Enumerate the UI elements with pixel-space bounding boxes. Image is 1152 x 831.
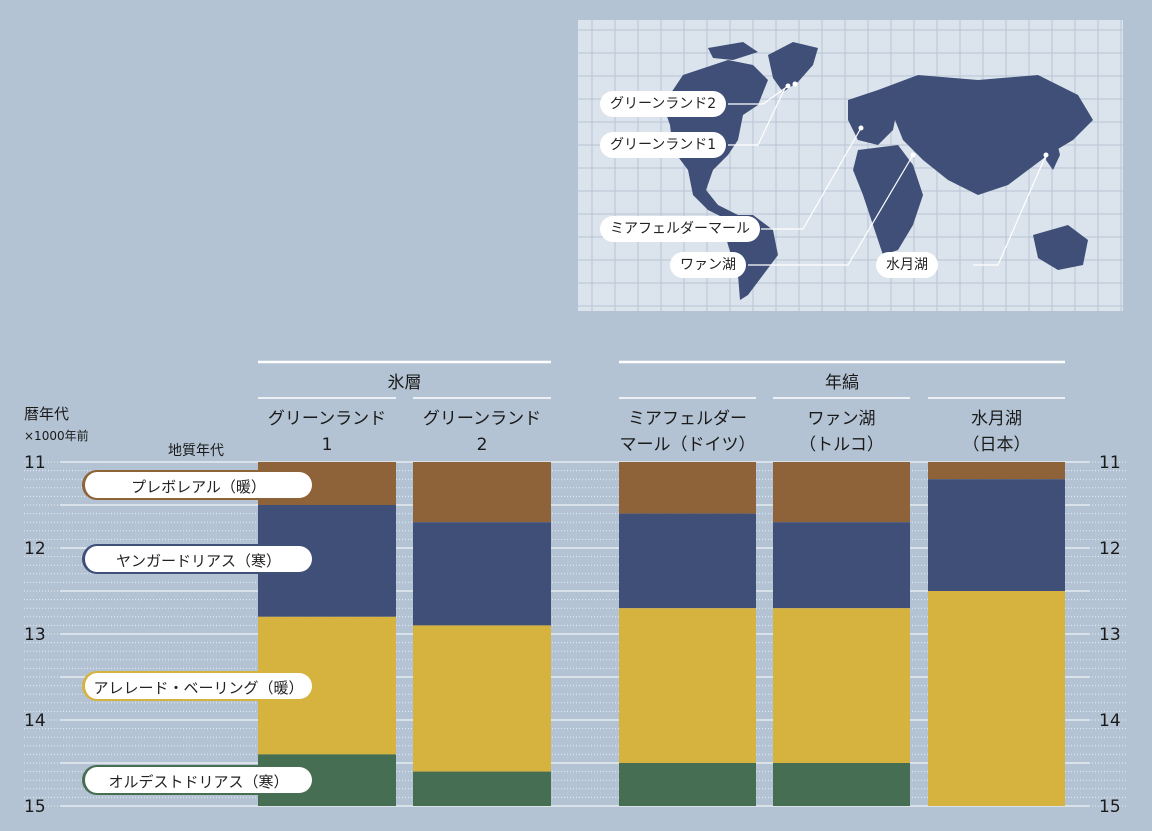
bar-segment — [928, 591, 1065, 806]
column-label-line1: ミアフェルダー — [628, 409, 747, 429]
y-tick-label-left: 13 — [24, 625, 46, 645]
y-axis-title: 暦年代 — [24, 405, 69, 423]
map-label-greenland1: グリーンランド1 — [600, 132, 727, 158]
y-tick-label-right: 14 — [1099, 711, 1121, 731]
arctic-islands-landmass — [708, 42, 758, 60]
group-label: 氷層 — [388, 373, 422, 393]
site-marker — [792, 81, 798, 87]
column-label-line2: 1 — [322, 435, 333, 455]
map-label-suigetsu: 水月湖 — [876, 252, 938, 278]
column-label-line2: マール（ドイツ） — [620, 435, 756, 455]
bar-segment — [773, 608, 910, 763]
column-label-line2: （トルコ） — [799, 435, 884, 455]
y-tick-label-right: 13 — [1099, 625, 1121, 645]
geologic-axis-title: 地質年代 — [168, 443, 224, 459]
y-tick-label-left: 11 — [24, 453, 46, 473]
period-label-0: プレボレアル（暖） — [82, 470, 314, 501]
europe-landmass — [848, 90, 898, 145]
column-label-line2: （日本） — [963, 435, 1031, 455]
column-label-line2: 2 — [477, 435, 488, 455]
column-label-line1: グリーンランド — [268, 409, 386, 429]
australia-landmass — [1033, 225, 1088, 270]
y-tick-label-right: 15 — [1099, 797, 1121, 817]
y-tick-label-right: 12 — [1099, 539, 1121, 559]
bar-segment — [619, 462, 756, 514]
y-tick-label-left: 14 — [24, 711, 46, 731]
leader-van — [748, 154, 914, 266]
column-label-line1: グリーンランド — [423, 409, 541, 429]
column-label-line1: 水月湖 — [971, 409, 1022, 429]
leader-greenland2 — [728, 85, 789, 105]
site-marker — [1043, 152, 1049, 158]
africa-landmass — [853, 145, 923, 255]
world-map: グリーンランド2 グリーンランド1 ミアフェルダーマール ワァン湖 水月湖 — [578, 20, 1123, 311]
y-tick-label-left: 12 — [24, 539, 46, 559]
site-marker — [858, 125, 864, 131]
period-label-3: オルデストドリアス（寒） — [82, 765, 314, 796]
japan-landmass — [1046, 138, 1060, 170]
bar-segment — [773, 763, 910, 806]
leader-suigetsu — [973, 154, 1047, 266]
world-map-graphic — [578, 20, 1123, 311]
bar-segment — [773, 462, 910, 523]
bar-segment — [619, 608, 756, 763]
leader-meerfelder — [761, 127, 862, 230]
leader-greenland1 — [728, 87, 786, 146]
map-label-van: ワァン湖 — [670, 252, 746, 278]
map-label-greenland2: グリーンランド2 — [600, 91, 727, 117]
y-tick-label-right: 11 — [1099, 453, 1121, 473]
bar-segment — [413, 522, 551, 626]
asia-landmass — [878, 75, 1093, 195]
y-tick-label-left: 15 — [24, 797, 46, 817]
site-marker — [785, 83, 791, 89]
bar-segment — [928, 462, 1065, 480]
bar-segment — [413, 771, 551, 806]
period-label-2: アレレード・ベーリング（暖） — [82, 670, 314, 701]
greenland-landmass — [768, 42, 818, 92]
group-label: 年縞 — [825, 373, 859, 393]
bar-segment — [619, 513, 756, 609]
bar-segment — [928, 479, 1065, 591]
bar-segment — [773, 522, 910, 609]
period-label-1: ヤンガードリアス（寒） — [82, 544, 314, 575]
map-label-meerfelder: ミアフェルダーマール — [600, 216, 760, 242]
bar-segment — [413, 625, 551, 772]
column-label-line1: ワァン湖 — [808, 409, 876, 429]
y-axis-subtitle: ×1000年前 — [24, 428, 89, 443]
bar-segment — [413, 462, 551, 523]
bar-segment — [619, 763, 756, 806]
site-marker — [910, 152, 916, 158]
